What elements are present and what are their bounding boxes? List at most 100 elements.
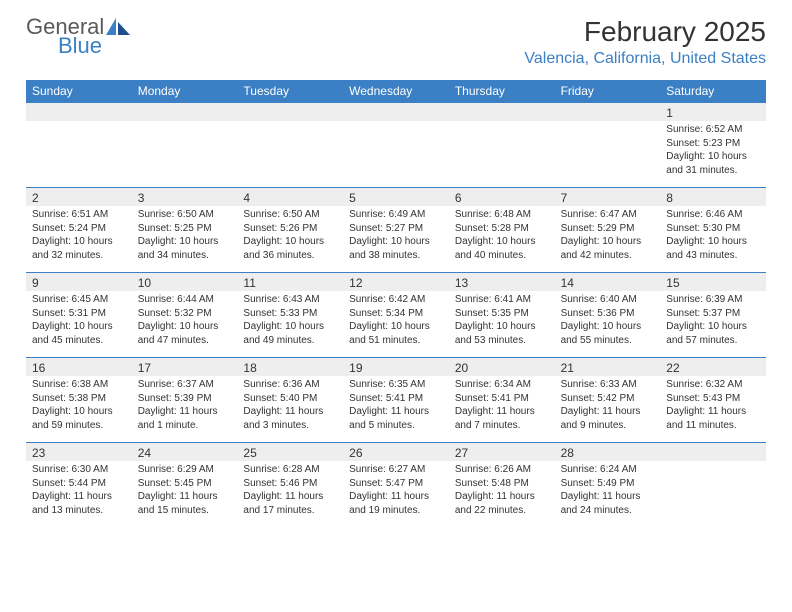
day-detail: Sunrise: 6:52 AMSunset: 5:23 PMDaylight:… (660, 121, 766, 187)
daylight-text: Daylight: 11 hours and 9 minutes. (561, 405, 655, 432)
day-header-row: Sunday Monday Tuesday Wednesday Thursday… (26, 80, 766, 102)
sunrise-text: Sunrise: 6:28 AM (243, 463, 337, 477)
daylight-text: Daylight: 10 hours and 55 minutes. (561, 320, 655, 347)
day-number: 6 (449, 188, 555, 206)
logo-word-2: Blue (26, 35, 132, 57)
sunset-text: Sunset: 5:48 PM (455, 477, 549, 491)
sunset-text: Sunset: 5:23 PM (666, 137, 760, 151)
sunset-text: Sunset: 5:34 PM (349, 307, 443, 321)
sunset-text: Sunset: 5:31 PM (32, 307, 126, 321)
day-detail: Sunrise: 6:49 AMSunset: 5:27 PMDaylight:… (343, 206, 449, 272)
day-number (26, 103, 132, 121)
day-detail: Sunrise: 6:37 AMSunset: 5:39 PMDaylight:… (132, 376, 238, 442)
sunset-text: Sunset: 5:25 PM (138, 222, 232, 236)
daylight-text: Daylight: 10 hours and 32 minutes. (32, 235, 126, 262)
day-number: 10 (132, 273, 238, 291)
daylight-text: Daylight: 10 hours and 43 minutes. (666, 235, 760, 262)
sunrise-text: Sunrise: 6:36 AM (243, 378, 337, 392)
sunset-text: Sunset: 5:47 PM (349, 477, 443, 491)
day-detail: Sunrise: 6:45 AMSunset: 5:31 PMDaylight:… (26, 291, 132, 357)
sunrise-text: Sunrise: 6:46 AM (666, 208, 760, 222)
day-number: 20 (449, 358, 555, 376)
day-number: 26 (343, 443, 449, 461)
page-title: February 2025 (524, 16, 766, 48)
sunrise-text: Sunrise: 6:26 AM (455, 463, 549, 477)
sunrise-text: Sunrise: 6:30 AM (32, 463, 126, 477)
day-number: 11 (237, 273, 343, 291)
sunset-text: Sunset: 5:44 PM (32, 477, 126, 491)
sunrise-text: Sunrise: 6:45 AM (32, 293, 126, 307)
daylight-text: Daylight: 10 hours and 45 minutes. (32, 320, 126, 347)
day-detail: Sunrise: 6:41 AMSunset: 5:35 PMDaylight:… (449, 291, 555, 357)
sunrise-text: Sunrise: 6:47 AM (561, 208, 655, 222)
day-detail: Sunrise: 6:50 AMSunset: 5:25 PMDaylight:… (132, 206, 238, 272)
sunrise-text: Sunrise: 6:40 AM (561, 293, 655, 307)
day-detail: Sunrise: 6:24 AMSunset: 5:49 PMDaylight:… (555, 461, 661, 527)
sunrise-text: Sunrise: 6:43 AM (243, 293, 337, 307)
daylight-text: Daylight: 11 hours and 19 minutes. (349, 490, 443, 517)
week-daynum-row: 9101112131415 (26, 272, 766, 291)
sunrise-text: Sunrise: 6:49 AM (349, 208, 443, 222)
day-detail: Sunrise: 6:30 AMSunset: 5:44 PMDaylight:… (26, 461, 132, 527)
daylight-text: Daylight: 10 hours and 47 minutes. (138, 320, 232, 347)
day-detail: Sunrise: 6:46 AMSunset: 5:30 PMDaylight:… (660, 206, 766, 272)
sunset-text: Sunset: 5:43 PM (666, 392, 760, 406)
day-number: 18 (237, 358, 343, 376)
day-number: 21 (555, 358, 661, 376)
day-number: 27 (449, 443, 555, 461)
sunset-text: Sunset: 5:41 PM (349, 392, 443, 406)
sunrise-text: Sunrise: 6:34 AM (455, 378, 549, 392)
day-number: 5 (343, 188, 449, 206)
daylight-text: Daylight: 10 hours and 34 minutes. (138, 235, 232, 262)
day-detail: Sunrise: 6:40 AMSunset: 5:36 PMDaylight:… (555, 291, 661, 357)
daylight-text: Daylight: 10 hours and 40 minutes. (455, 235, 549, 262)
header: General Blue February 2025 Valencia, Cal… (0, 0, 792, 76)
day-detail: Sunrise: 6:32 AMSunset: 5:43 PMDaylight:… (660, 376, 766, 442)
sunrise-text: Sunrise: 6:35 AM (349, 378, 443, 392)
week-details-row: Sunrise: 6:38 AMSunset: 5:38 PMDaylight:… (26, 376, 766, 442)
day-number: 14 (555, 273, 661, 291)
day-number (343, 103, 449, 121)
sunrise-text: Sunrise: 6:51 AM (32, 208, 126, 222)
day-number: 12 (343, 273, 449, 291)
daylight-text: Daylight: 10 hours and 42 minutes. (561, 235, 655, 262)
day-number (449, 103, 555, 121)
day-number: 1 (660, 103, 766, 121)
daylight-text: Daylight: 11 hours and 3 minutes. (243, 405, 337, 432)
sunrise-text: Sunrise: 6:29 AM (138, 463, 232, 477)
day-number: 24 (132, 443, 238, 461)
day-number (555, 103, 661, 121)
daylight-text: Daylight: 11 hours and 5 minutes. (349, 405, 443, 432)
day-detail: Sunrise: 6:29 AMSunset: 5:45 PMDaylight:… (132, 461, 238, 527)
sunset-text: Sunset: 5:39 PM (138, 392, 232, 406)
day-header-sat: Saturday (660, 80, 766, 102)
sunrise-text: Sunrise: 6:52 AM (666, 123, 760, 137)
day-detail: Sunrise: 6:43 AMSunset: 5:33 PMDaylight:… (237, 291, 343, 357)
day-header-fri: Friday (555, 80, 661, 102)
location-subtitle: Valencia, California, United States (524, 50, 766, 68)
calendar: Sunday Monday Tuesday Wednesday Thursday… (26, 80, 766, 527)
sunset-text: Sunset: 5:41 PM (455, 392, 549, 406)
sunset-text: Sunset: 5:37 PM (666, 307, 760, 321)
sunrise-text: Sunrise: 6:37 AM (138, 378, 232, 392)
day-number (237, 103, 343, 121)
week-daynum-row: 2345678 (26, 187, 766, 206)
day-number (660, 443, 766, 461)
sunset-text: Sunset: 5:40 PM (243, 392, 337, 406)
day-header-sun: Sunday (26, 80, 132, 102)
sunrise-text: Sunrise: 6:38 AM (32, 378, 126, 392)
day-detail (26, 121, 132, 187)
day-number: 4 (237, 188, 343, 206)
daylight-text: Daylight: 11 hours and 24 minutes. (561, 490, 655, 517)
daylight-text: Daylight: 10 hours and 36 minutes. (243, 235, 337, 262)
day-detail: Sunrise: 6:28 AMSunset: 5:46 PMDaylight:… (237, 461, 343, 527)
day-header-wed: Wednesday (343, 80, 449, 102)
day-number: 17 (132, 358, 238, 376)
day-number: 25 (237, 443, 343, 461)
sunrise-text: Sunrise: 6:33 AM (561, 378, 655, 392)
daylight-text: Daylight: 10 hours and 31 minutes. (666, 150, 760, 177)
sunset-text: Sunset: 5:38 PM (32, 392, 126, 406)
daylight-text: Daylight: 10 hours and 59 minutes. (32, 405, 126, 432)
day-detail: Sunrise: 6:38 AMSunset: 5:38 PMDaylight:… (26, 376, 132, 442)
sunset-text: Sunset: 5:26 PM (243, 222, 337, 236)
